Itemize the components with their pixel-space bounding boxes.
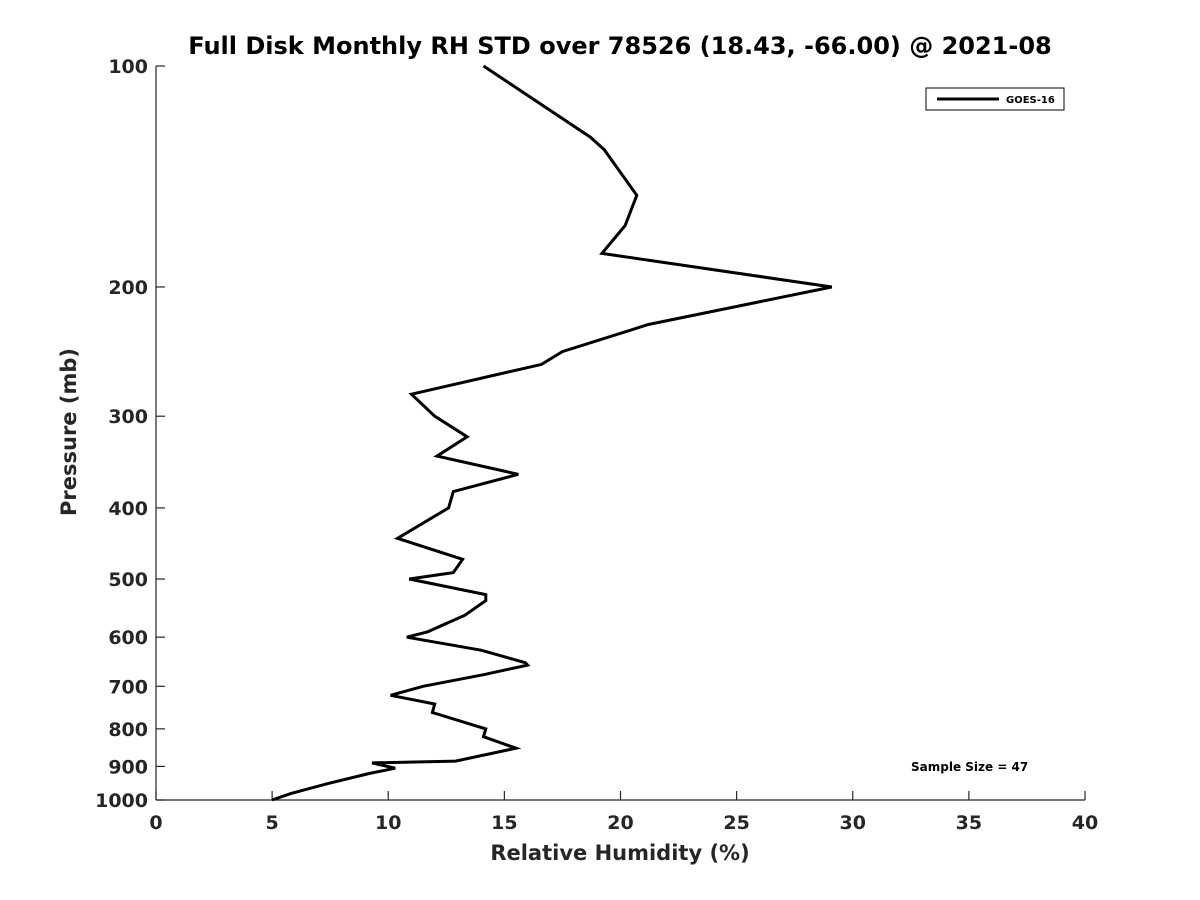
y-tick-label: 100 xyxy=(108,56,148,78)
y-tick-label: 600 xyxy=(108,627,148,649)
y-tick-label: 400 xyxy=(108,498,148,520)
legend-label-goes16: GOES-16 xyxy=(1006,95,1055,106)
x-tick-label: 5 xyxy=(266,812,279,834)
y-tick-label: 700 xyxy=(108,676,148,698)
x-tick-label: 40 xyxy=(1072,812,1098,834)
legend: GOES-16 xyxy=(925,87,1065,111)
x-tick-label: 25 xyxy=(723,812,749,834)
x-tick-label: 15 xyxy=(491,812,517,834)
x-axis-ticks: 0 5 10 15 20 25 30 35 40 xyxy=(149,791,1098,834)
series-line-goes16 xyxy=(271,64,833,802)
y-tick-label: 800 xyxy=(108,719,148,741)
x-tick-label: 20 xyxy=(607,812,633,834)
y-tick-label: 1000 xyxy=(95,790,148,812)
chart-title: Full Disk Monthly RH STD over 78526 (18.… xyxy=(188,32,1051,60)
y-tick-label: 500 xyxy=(108,569,148,591)
x-axis-label: Relative Humidity (%) xyxy=(490,841,749,865)
x-tick-label: 0 xyxy=(149,812,162,834)
y-tick-label: 900 xyxy=(108,756,148,778)
x-tick-label: 35 xyxy=(956,812,982,834)
x-tick-label: 10 xyxy=(375,812,401,834)
y-tick-label: 300 xyxy=(108,406,148,428)
sample-size-annotation: Sample Size = 47 xyxy=(911,760,1028,774)
y-axis-label: Pressure (mb) xyxy=(57,348,81,516)
y-tick-label: 200 xyxy=(108,277,148,299)
x-tick-label: 30 xyxy=(840,812,866,834)
y-axis-ticks: 100 200 300 400 500 600 700 800 900 1000 xyxy=(95,56,165,812)
